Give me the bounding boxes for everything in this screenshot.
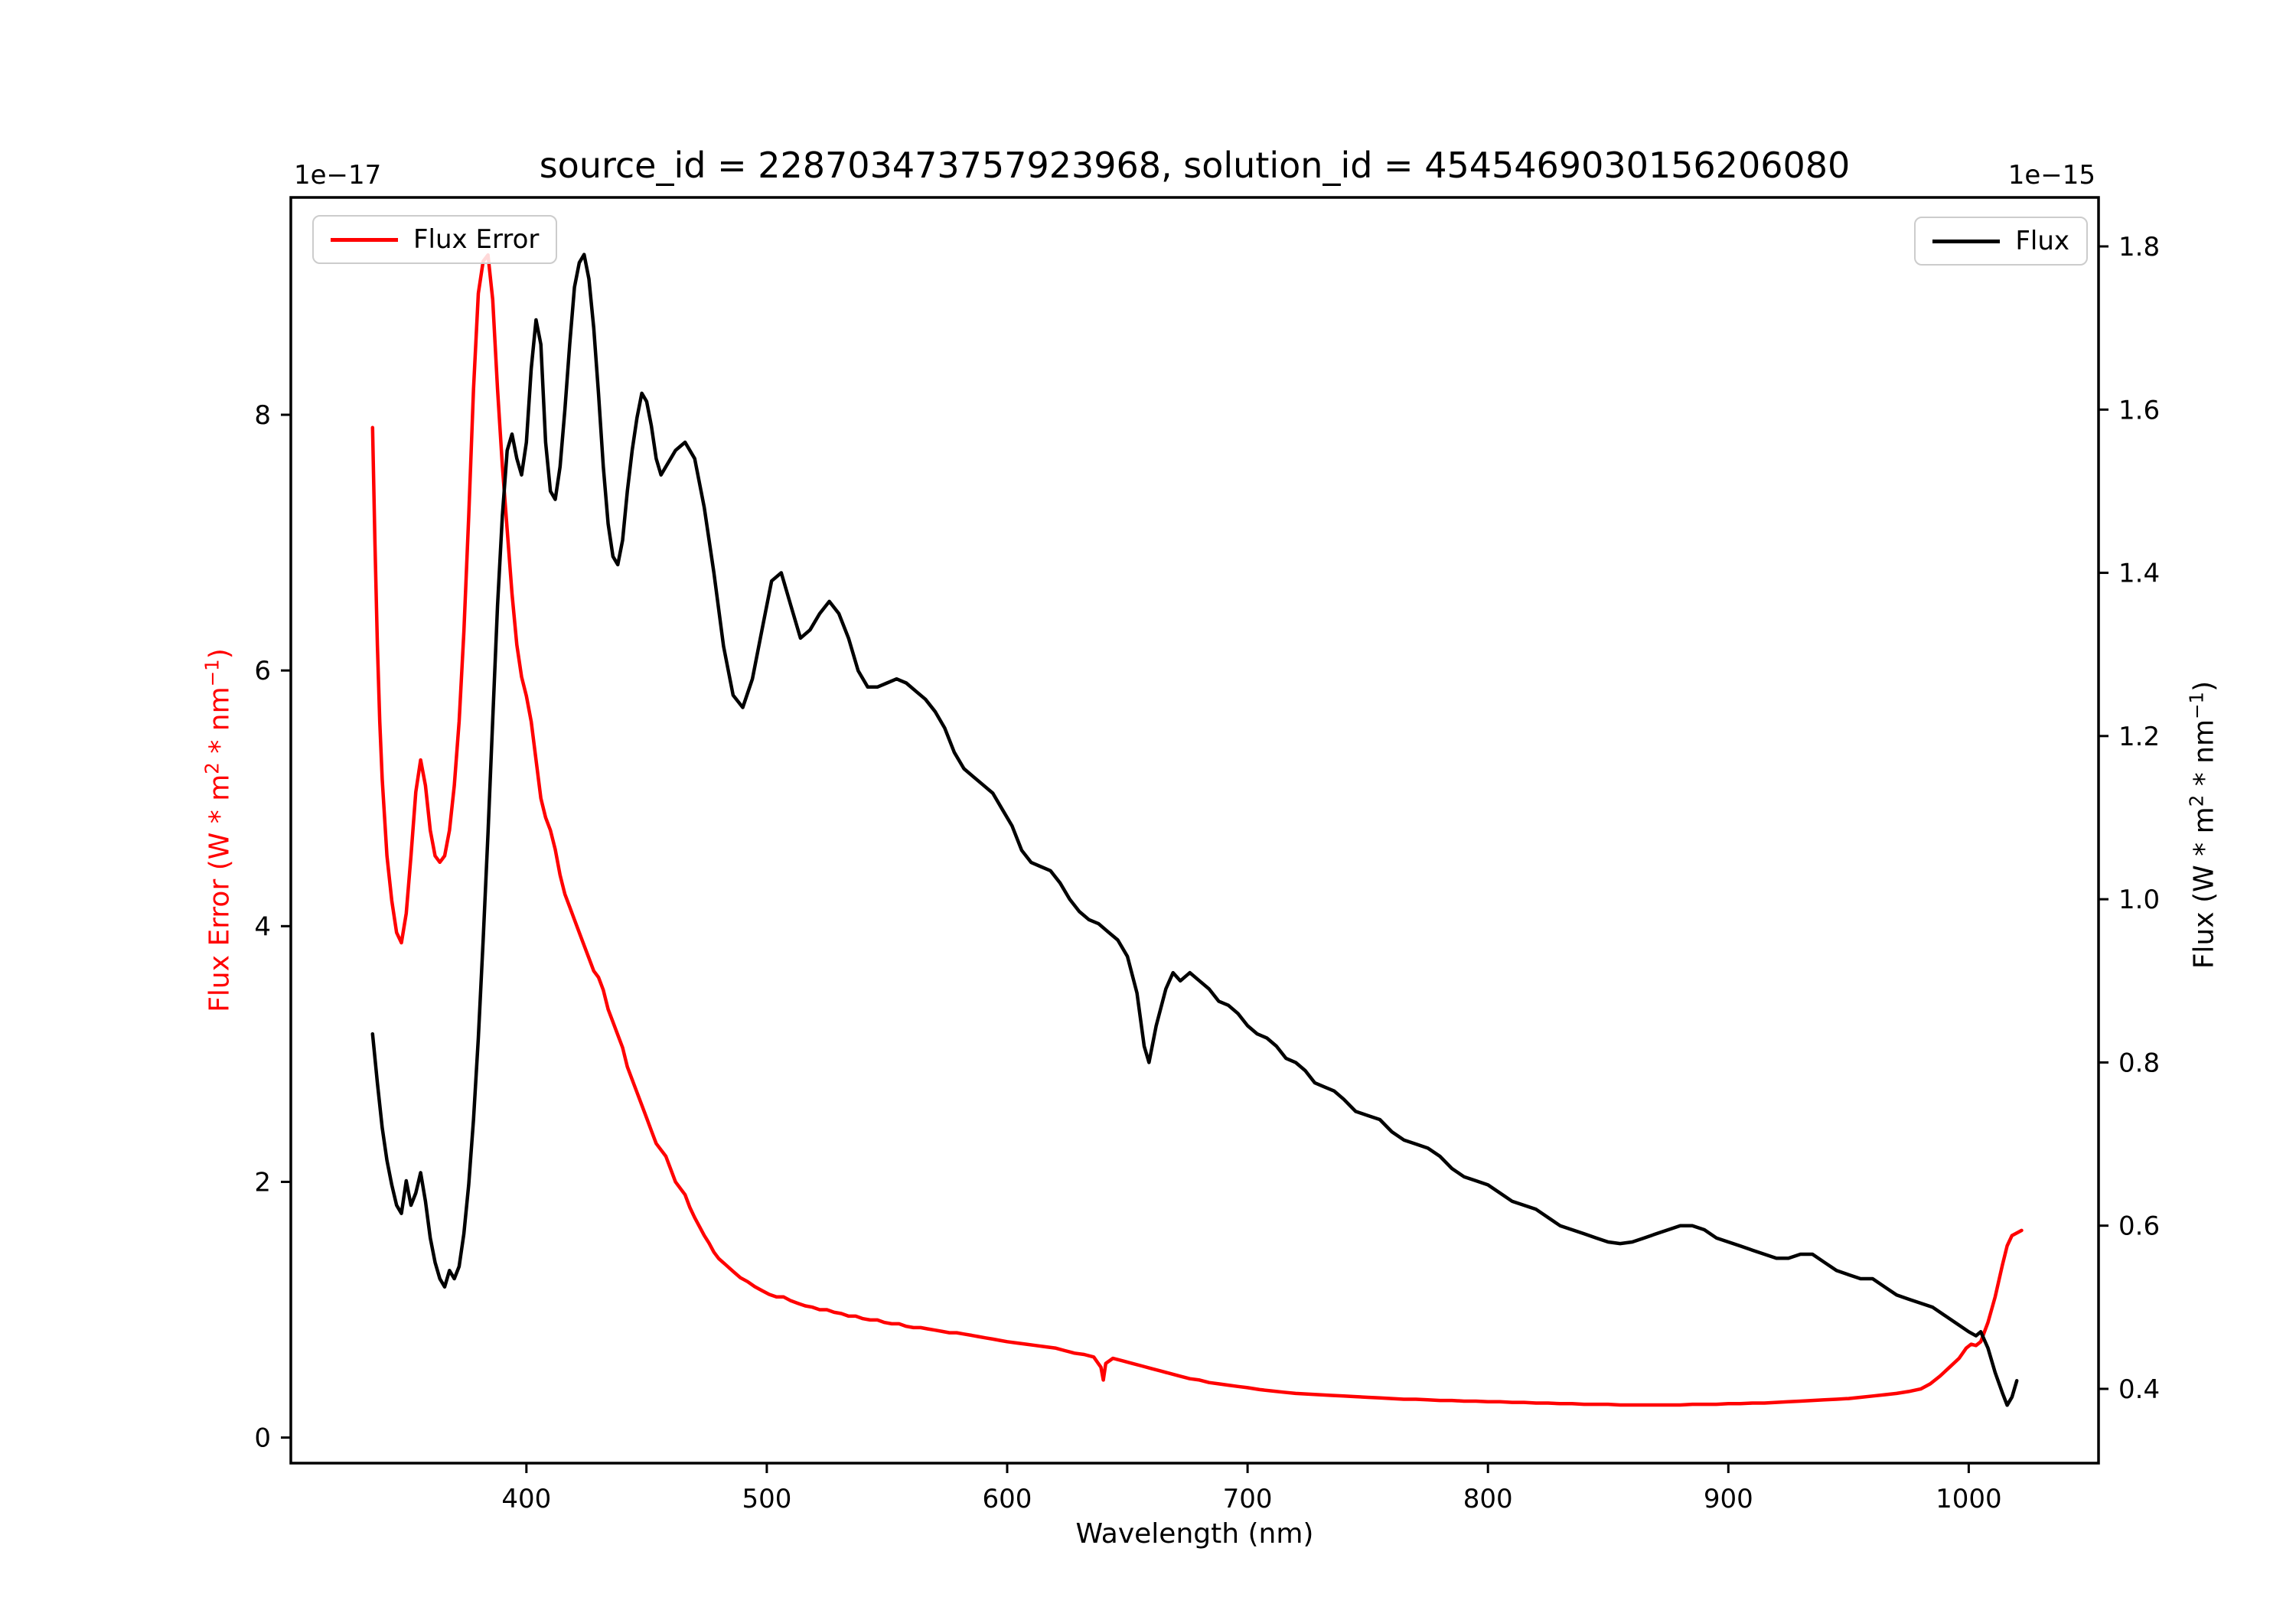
left-y-axis-label-close: ) <box>204 648 236 660</box>
curves-layer <box>370 253 2024 1407</box>
left-axis-offset-label: 1e−17 <box>294 160 381 191</box>
series-line-flux-error <box>370 253 2024 1407</box>
plot-title: source_id = 228703473757923968, solution… <box>540 145 1851 186</box>
right-y-tick-label: 1.0 <box>2118 885 2160 915</box>
ticks-layer: 400 500 600 700 800 900 1000 0 2 4 6 8 0.4 0.6 0.8 1.0 1… <box>254 232 2160 1514</box>
legend-flux-error: Flux Error <box>312 215 558 264</box>
left-y-tick-label: 8 <box>254 400 271 431</box>
x-tick-label: 700 <box>1223 1484 1273 1514</box>
right-y-axis-label-close: ) <box>2188 680 2220 692</box>
left-y-axis-label-text: Flux Error (W * m <box>204 774 236 1012</box>
right-y-tick-label: 1.2 <box>2118 722 2160 752</box>
x-tick-label: 800 <box>1463 1484 1513 1514</box>
x-tick-label: 900 <box>1704 1484 1753 1514</box>
right-y-axis-label: Flux (W * m2 * nm−1) <box>2186 681 2220 969</box>
x-tick-label: 500 <box>742 1484 791 1514</box>
series-line-flux <box>370 253 2019 1407</box>
right-y-axis-label-text: Flux (W * m <box>2188 807 2220 970</box>
right-axis-offset-label: 1e−15 <box>2008 160 2095 191</box>
legend-flux-error-label: Flux Error <box>413 224 540 255</box>
x-tick-label: 1000 <box>1936 1484 2002 1514</box>
left-y-tick-label: 0 <box>254 1423 271 1454</box>
right-y-tick-label: 1.4 <box>2118 559 2160 589</box>
right-y-axis-label-sup-neg1: −1 <box>2185 691 2208 719</box>
right-y-tick-label: 1.8 <box>2118 232 2160 262</box>
left-y-axis-label-mid: * nm <box>204 686 236 763</box>
left-y-axis-label-sup-neg1: −1 <box>201 659 223 687</box>
left-y-tick-label: 2 <box>254 1167 271 1198</box>
x-tick-label: 400 <box>501 1484 551 1514</box>
legend-flux-label: Flux <box>2015 226 2069 256</box>
legend-flux: Flux <box>1914 217 2088 266</box>
left-y-axis-label-sup-2: 2 <box>201 762 223 774</box>
x-tick-label: 600 <box>983 1484 1032 1514</box>
left-y-axis-label: Flux Error (W * m2 * nm−1) <box>201 648 236 1012</box>
right-y-tick-label: 1.6 <box>2118 395 2160 425</box>
axes-border <box>289 196 2100 1465</box>
right-y-axis-label-mid: * nm <box>2188 719 2220 795</box>
left-y-tick-label: 6 <box>254 656 271 686</box>
right-y-tick-label: 0.8 <box>2118 1048 2160 1078</box>
right-y-axis-label-sup-2: 2 <box>2185 794 2208 807</box>
flux-line-sample-icon <box>1932 239 2001 243</box>
x-axis-label: Wavelength (nm) <box>1076 1518 1314 1550</box>
left-y-tick-label: 4 <box>254 911 271 942</box>
right-y-tick-label: 0.6 <box>2118 1211 2160 1242</box>
right-y-tick-label: 0.4 <box>2118 1374 2160 1405</box>
flux-error-line-sample-icon <box>331 237 398 242</box>
